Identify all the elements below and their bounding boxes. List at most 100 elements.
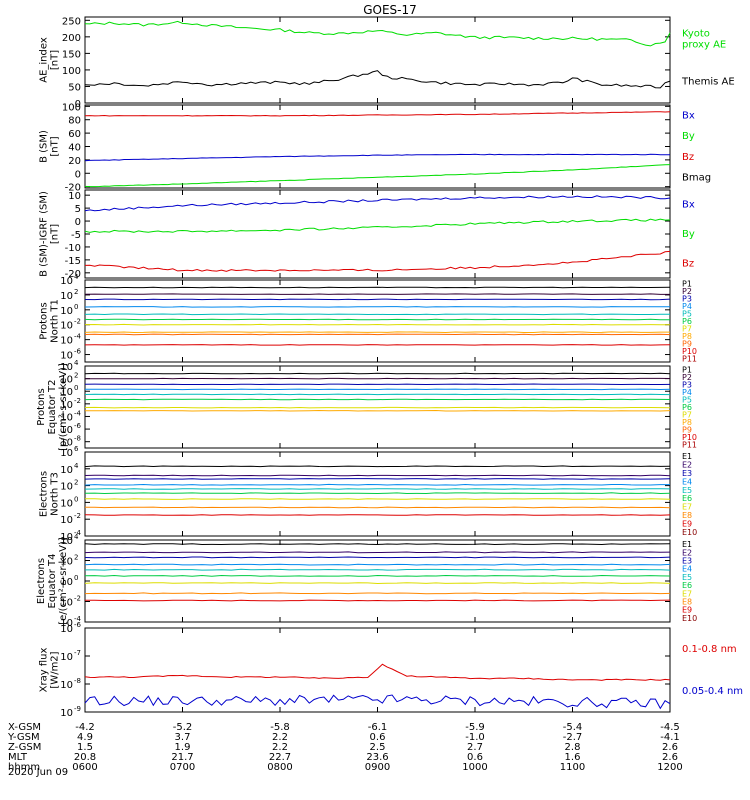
y-tick-label: 10 (60, 291, 73, 302)
y-tick-label: 50 (68, 82, 81, 93)
legend-label: Bx (682, 200, 695, 211)
legend-label: P9 (682, 339, 692, 348)
footer-value: 1000 (462, 762, 487, 773)
series-line-e4 (84, 483, 670, 486)
legend-label: E8 (682, 511, 692, 520)
series-line-p7 (84, 323, 671, 326)
legend-label: P11 (682, 440, 697, 449)
legend-label: Kyoto (682, 29, 710, 40)
y-axis-label: North T1 (50, 299, 61, 343)
legend-label: E6 (682, 494, 692, 503)
footer-value: 2.5 (370, 742, 386, 753)
footer-value: 0900 (365, 762, 390, 773)
y-tick-exponent: -6 (74, 422, 82, 430)
legend-label: E7 (682, 589, 692, 598)
y-axis-label: Xray flux (39, 648, 50, 693)
series-line-kyoto-proxy-ae (84, 20, 671, 47)
y-tick-label: 10 (60, 448, 73, 459)
y-tick-label: 80 (68, 116, 81, 127)
series-line-e4 (84, 563, 671, 566)
y-tick-label: 0 (75, 169, 81, 180)
series-line-bz (84, 250, 671, 272)
footer-value: 20.8 (74, 752, 96, 763)
y-tick-label: -20 (65, 269, 81, 280)
footer-value: 2.7 (467, 742, 483, 753)
y-tick-label: 10 (60, 375, 73, 386)
legend-label: P10 (682, 347, 697, 356)
y-tick-exponent: -4 (74, 333, 82, 341)
footer-value: -1.0 (465, 732, 485, 743)
y-tick-label: -10 (65, 243, 81, 254)
y-tick-label: 10 (60, 438, 73, 449)
y-axis-label: Electrons (39, 471, 50, 517)
y-tick-exponent: 4 (74, 533, 79, 541)
footer-value: 4.9 (77, 732, 93, 743)
legend-label: P7 (682, 324, 692, 333)
y-axis-label: North T3 (50, 472, 61, 516)
footer-value: 1.9 (175, 742, 191, 753)
footer-value: -4.1 (660, 732, 680, 743)
series-line-e1 (84, 465, 671, 468)
footer-value: 2.2 (272, 742, 288, 753)
legend-label: Themis AE (681, 77, 735, 88)
y-tick-label: 40 (68, 143, 81, 154)
y-tick-label: 0 (75, 99, 81, 110)
footer-value: -4.5 (660, 722, 680, 733)
y-tick-label: 10 (60, 557, 73, 568)
y-tick-label: 10 (60, 598, 73, 609)
y-tick-exponent: -9 (74, 705, 81, 713)
y-axis-label: AE_index (39, 37, 50, 83)
legend-label: By (682, 229, 695, 240)
footer-value: 23.6 (366, 752, 388, 763)
legend-label: P9 (682, 425, 692, 434)
legend-label: E3 (682, 557, 692, 566)
legend-label: E1 (682, 452, 692, 461)
y-tick-label: 100 (62, 102, 81, 113)
footer-row-label: hhmm (8, 762, 40, 773)
y-tick-label: 10 (60, 351, 73, 362)
series-line-p1 (84, 286, 671, 289)
y-tick-label: 10 (60, 708, 73, 719)
series-line-p5 (84, 393, 671, 396)
series-line-p3 (84, 383, 671, 386)
series-line-p9 (84, 333, 671, 336)
y-tick-label: 20 (68, 156, 81, 167)
legend-label: E10 (682, 614, 697, 623)
y-tick-exponent: -6 (74, 348, 82, 356)
y-tick-label: 10 (60, 425, 73, 436)
legend-label: P8 (682, 418, 692, 427)
y-tick-label: 10 (60, 336, 73, 347)
footer-row-label: Y-GSM (7, 732, 40, 743)
y-tick-exponent: 4 (74, 462, 79, 470)
series-line-p1 (84, 372, 671, 375)
legend-label: P5 (682, 310, 692, 319)
legend-label: Bz (682, 258, 694, 269)
y-axis-label: Electrons (36, 558, 47, 604)
series-line-bx (84, 195, 671, 212)
series-line-bx (84, 153, 671, 162)
legend-label: Bz (682, 152, 694, 163)
y-tick-label: 10 (60, 362, 73, 373)
legend-label: P4 (682, 388, 692, 397)
legend-label: E2 (682, 461, 692, 470)
series-line-themis-ae (84, 70, 671, 89)
footer-value: 0800 (267, 762, 292, 773)
series-line-e7 (84, 582, 671, 585)
footer-row-label: X-GSM (8, 722, 41, 733)
legend-label: P11 (682, 354, 697, 363)
legend-label: P8 (682, 332, 692, 341)
series-line-p8 (85, 409, 671, 412)
legend-label: P2 (682, 287, 692, 296)
y-axis-label: Equator T2 (47, 380, 58, 435)
y-tick-exponent: -2 (74, 595, 81, 603)
legend-label: E9 (682, 606, 692, 615)
series-line-e6 (84, 574, 671, 577)
series-line-p8 (84, 331, 670, 334)
series-line-p3 (84, 298, 671, 301)
y-tick-label: 10 (60, 577, 73, 588)
legend-label: P6 (682, 403, 692, 412)
footer-row-label: Z-GSM (8, 742, 41, 753)
y-tick-label: 10 (60, 321, 73, 332)
footer-value: 2.2 (272, 732, 288, 743)
